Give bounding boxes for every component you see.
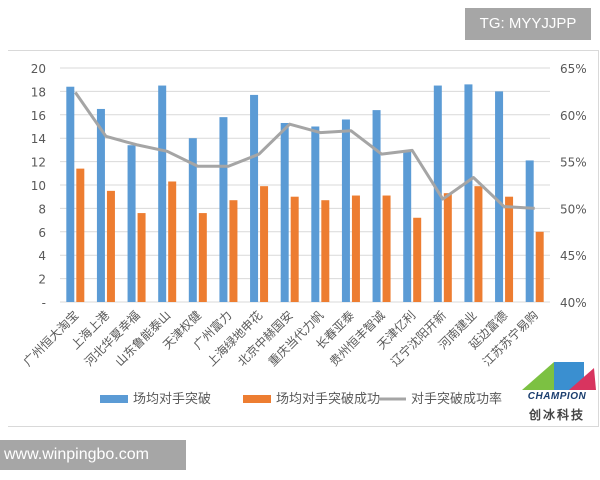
bar-场均对手突破成功 <box>198 213 207 302</box>
watermark-top: TG: MYYJJPP <box>465 8 591 40</box>
bar-场均对手突破 <box>280 122 289 303</box>
y-left-tick-label: 4 <box>38 249 46 263</box>
bar-场均对手突破成功 <box>505 196 514 302</box>
watermark-bottom: www.winpingbo.com <box>0 440 186 470</box>
legend-label: 对手突破成功率 <box>411 391 502 407</box>
y-left-tick-label: 16 <box>31 109 46 123</box>
bar-场均对手突破成功 <box>168 181 177 302</box>
legend-swatch-orange <box>243 395 271 403</box>
line-对手突破成功率 <box>74 91 535 210</box>
y-left-tick-label: 6 <box>38 226 46 240</box>
bar-场均对手突破成功 <box>535 231 544 302</box>
bar-场均对手突破成功 <box>137 213 146 302</box>
bar-场均对手突破成功 <box>106 190 115 302</box>
bar-场均对手突破成功 <box>413 217 422 302</box>
champion-logo: CHAMPION 创冰科技 <box>514 360 600 422</box>
y-left-tick-label: 8 <box>38 202 46 216</box>
bar-场均对手突破 <box>66 86 75 302</box>
bar-场均对手突破成功 <box>290 196 299 302</box>
bar-场均对手突破 <box>495 91 504 303</box>
y-right-tick-label: 55% <box>560 156 587 170</box>
y-left-tick-label: 18 <box>31 85 46 99</box>
y-right-tick-label: 45% <box>560 249 587 263</box>
chart-panel: -2 4 6 8 10 12 14 16 18 20 40% 45% 50% 55% 60% 65% 广州恒大淘… <box>8 50 599 427</box>
bar-场均对手突破 <box>525 160 534 302</box>
bar-场均对手突破 <box>158 85 167 302</box>
y-left-tick-label: 10 <box>31 179 46 193</box>
bar-场均对手突破成功 <box>443 193 452 302</box>
bar-场均对手突破成功 <box>382 195 391 302</box>
legend-label: 场均对手突破成功 <box>276 391 380 407</box>
bar-场均对手突破成功 <box>321 200 330 302</box>
logo-cn: 创冰科技 <box>528 408 585 422</box>
y-right-tick-label: 60% <box>560 109 587 123</box>
bar-场均对手突破成功 <box>351 195 360 302</box>
bar-场均对手突破成功 <box>260 186 269 302</box>
logo-name: CHAMPION <box>527 391 587 402</box>
bar-场均对手突破 <box>188 138 197 302</box>
bar-场均对手突破 <box>403 151 412 302</box>
y-left-tick-label: 20 <box>31 62 46 76</box>
legend-swatch-blue <box>100 395 128 403</box>
y-left-tick-label: 12 <box>31 156 46 170</box>
bar-场均对手突破成功 <box>474 186 483 302</box>
y-left-tick-label: - <box>42 296 46 310</box>
y-right-tick-label: 65% <box>560 62 587 76</box>
bar-场均对手突破 <box>464 84 473 302</box>
y-right-tick-label: 40% <box>560 296 587 310</box>
combo-chart: -246810121416182040%45%50%55%60%65%广州恒大淘… <box>21 62 587 407</box>
legend-label: 场均对手突破 <box>133 391 211 407</box>
bar-场均对手突破成功 <box>229 200 238 302</box>
y-left-tick-label: 2 <box>38 273 46 287</box>
bar-场均对手突破 <box>127 145 136 302</box>
bar-场均对手突破 <box>250 94 259 302</box>
bar-场均对手突破 <box>341 119 350 302</box>
bar-场均对手突破 <box>96 108 105 302</box>
logo-icon <box>522 362 596 390</box>
bar-场均对手突破 <box>219 117 228 302</box>
bar-场均对手突破 <box>311 126 320 302</box>
y-left-tick-label: 14 <box>31 132 46 146</box>
y-right-tick-label: 50% <box>560 202 587 216</box>
bar-场均对手突破 <box>372 110 381 302</box>
bar-场均对手突破成功 <box>76 168 85 302</box>
